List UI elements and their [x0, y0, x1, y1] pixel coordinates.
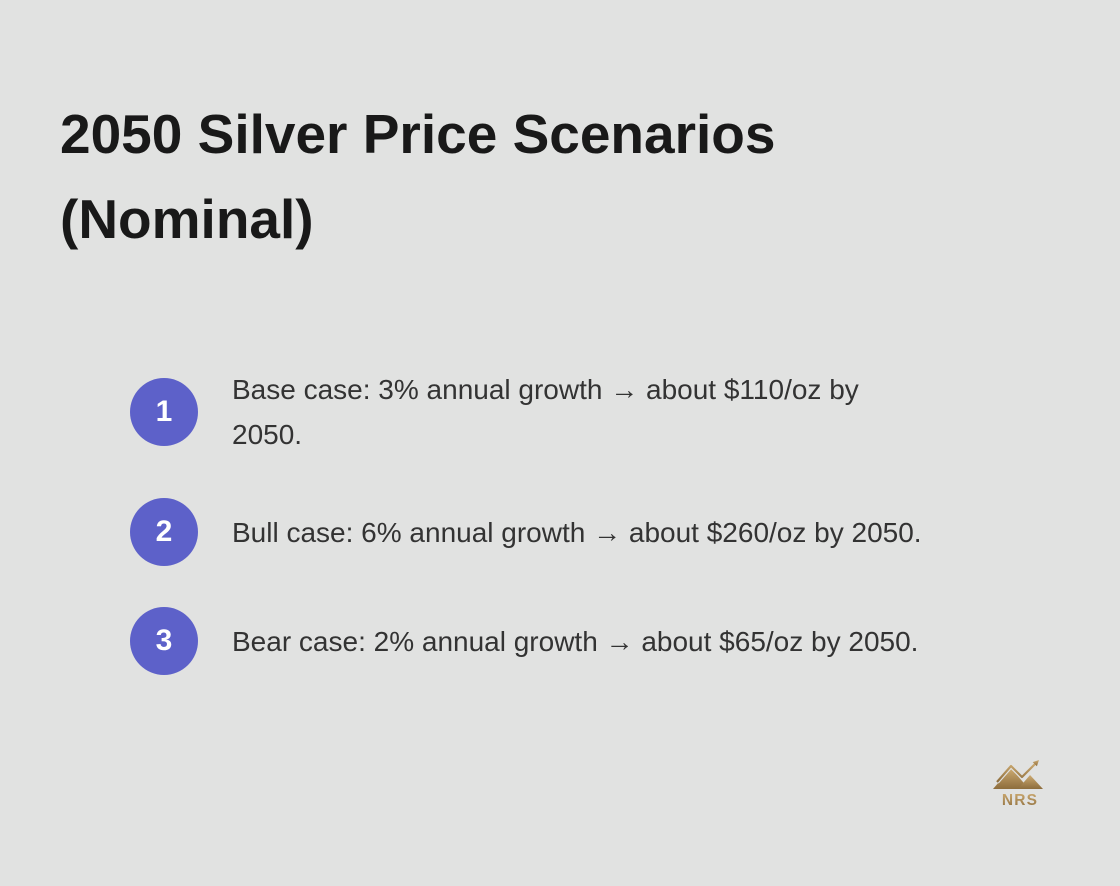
- item-number-badge-3: 3: [130, 607, 198, 675]
- item-text-1: Base case: 3% annual growth → about $110…: [232, 367, 859, 457]
- item-text-3: Bear case: 2% annual growth → about $65/…: [232, 619, 918, 664]
- mountain-trend-arrow-icon: NRS: [993, 760, 1043, 809]
- item-number: 3: [155, 624, 173, 657]
- item-number: 2: [155, 515, 173, 548]
- item-text-line: Bear case: 2% annual growth → about $65/…: [232, 625, 919, 657]
- item-text-line: 2050.: [232, 419, 303, 450]
- item-text-2: Bull case: 6% annual growth → about $260…: [232, 510, 922, 555]
- scenario-list: 1 Base case: 3% annual growth → about $1…: [130, 367, 1060, 675]
- item-number-badge-1: 1: [130, 378, 198, 446]
- nrs-logo: NRS: [992, 758, 1048, 809]
- logo-text: NRS: [1002, 792, 1038, 808]
- item-text-line: Bull case: 6% annual growth → about $260…: [232, 516, 922, 548]
- page-title: 2050 Silver Price Scenarios (Nominal): [60, 103, 776, 250]
- list-item-2: 2 Bull case: 6% annual growth → about $2…: [130, 498, 1060, 566]
- item-number-badge-2: 2: [130, 498, 198, 566]
- item-text-line: Base case: 3% annual growth → about $110…: [232, 374, 859, 405]
- list-item-1: 1 Base case: 3% annual growth → about $1…: [130, 367, 1060, 457]
- item-number: 1: [155, 395, 173, 428]
- list-item-3: 3 Bear case: 2% annual growth → about $6…: [130, 607, 1060, 675]
